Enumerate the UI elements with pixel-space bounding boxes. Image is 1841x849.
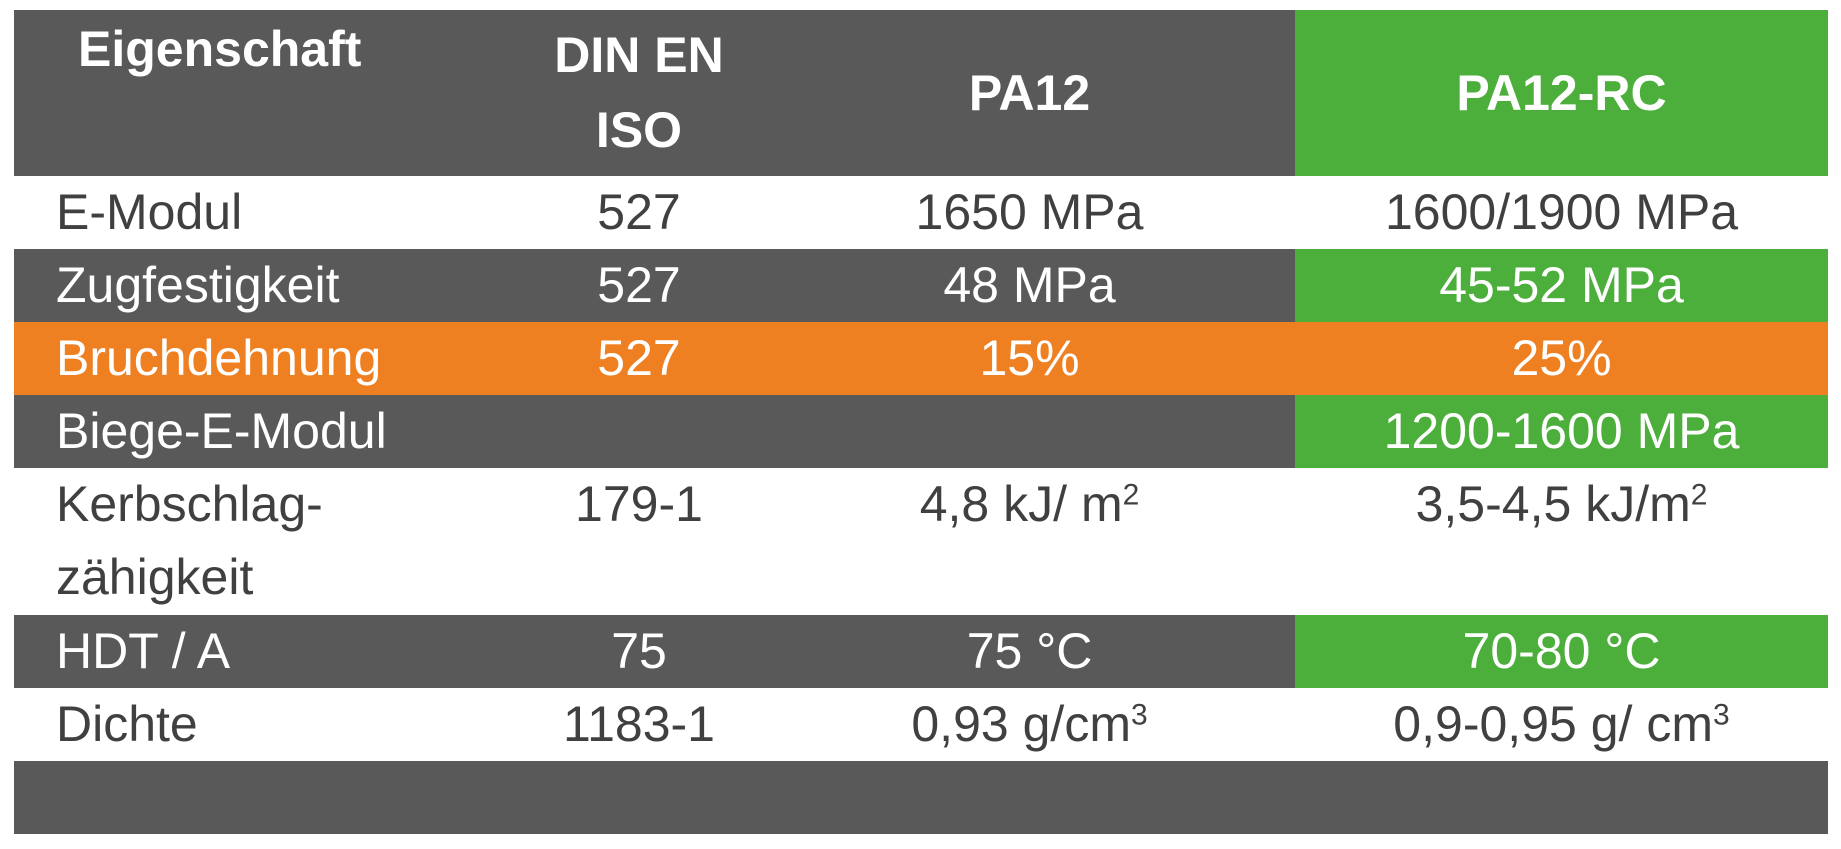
- row-pa12-value: 15%: [979, 330, 1080, 386]
- row-label: E-Modul: [56, 184, 243, 240]
- table-row: Biege-E-Modul 1200-1600 MPa: [14, 395, 1828, 468]
- table-row: Dichte 1183-1 0,93 g/cm3 0,9-0,95 g/ cm3: [14, 688, 1828, 761]
- properties-comparison-table: Eigenschaft DIN EN ISO PA12 PA12-RC E-Mo…: [14, 10, 1828, 834]
- table-row: E-Modul 527 1650 MPa 1600/1900 MPa: [14, 176, 1828, 249]
- row-label: Bruchdehnung: [56, 330, 382, 386]
- row-norm: 1183-1: [563, 696, 715, 752]
- row-pa12-value: 4,8 kJ/ m2: [919, 476, 1140, 532]
- row-pa12-value: 1650 MPa: [915, 184, 1144, 240]
- row-pa12-value: 0,93 g/cm3: [911, 696, 1148, 752]
- row-pa12rc-value: 45-52 MPa: [1295, 249, 1828, 322]
- footer-empty-cell: [14, 761, 1828, 834]
- table-header-row: Eigenschaft DIN EN ISO PA12 PA12-RC: [14, 10, 1828, 176]
- row-pa12-value: 75 °C: [966, 623, 1093, 679]
- table-row: HDT / A 75 75 °C 70-80 °C: [14, 615, 1828, 688]
- row-pa12rc-value: 0,9-0,95 g/ cm3: [1393, 696, 1730, 752]
- table-row: Kerbschlag-zähigkeit 179-1 4,8 kJ/ m2 3,…: [14, 468, 1828, 615]
- row-pa12rc-value: 3,5-4,5 kJ/m2: [1415, 476, 1708, 532]
- row-label: Zugfestigkeit: [56, 257, 340, 313]
- row-norm: 179-1: [575, 476, 703, 532]
- row-pa12rc-value: 70-80 °C: [1295, 615, 1828, 688]
- row-label: Dichte: [56, 696, 198, 752]
- row-norm: 527: [597, 330, 681, 386]
- row-pa12rc-value: 1600/1900 MPa: [1384, 184, 1739, 240]
- header-eigenschaft: Eigenschaft: [78, 21, 362, 77]
- table-row: Zugfestigkeit 527 48 MPa 45-52 MPa: [14, 249, 1828, 322]
- header-din-en-iso: DIN EN ISO: [554, 27, 724, 158]
- row-pa12-value: 48 MPa: [943, 257, 1116, 313]
- row-pa12rc-value: 1200-1600 MPa: [1295, 395, 1828, 468]
- table-footer-bar: [14, 761, 1828, 834]
- row-norm: [514, 395, 764, 468]
- row-norm: 75: [611, 623, 667, 679]
- row-norm: 527: [597, 184, 681, 240]
- row-pa12-value: [764, 395, 1295, 468]
- header-pa12-rc: PA12-RC: [1295, 10, 1828, 176]
- row-norm: 527: [597, 257, 681, 313]
- header-pa12: PA12: [968, 64, 1091, 121]
- row-label: HDT / A: [56, 623, 231, 679]
- row-label: Kerbschlag-zähigkeit: [56, 476, 323, 605]
- row-pa12rc-value: 25%: [1511, 330, 1612, 386]
- table-row-highlighted: Bruchdehnung 527 15% 25%: [14, 322, 1828, 395]
- comparison-table-container: Eigenschaft DIN EN ISO PA12 PA12-RC E-Mo…: [14, 10, 1828, 834]
- row-label: Biege-E-Modul: [56, 403, 387, 459]
